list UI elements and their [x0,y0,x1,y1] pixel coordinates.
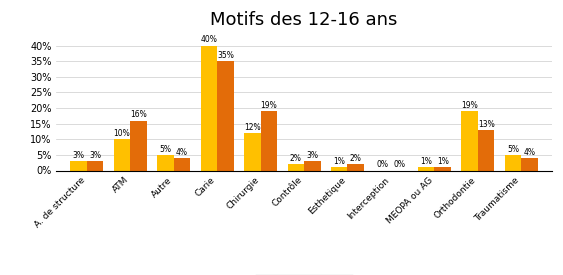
Bar [157,155,173,170]
Text: 16%: 16% [130,110,147,119]
Text: 1%: 1% [437,157,449,166]
Text: 19%: 19% [261,101,277,110]
Text: 1%: 1% [333,157,345,166]
Bar [331,167,347,170]
Text: 4%: 4% [524,148,535,157]
Text: 4%: 4% [176,148,188,157]
Bar [70,161,87,170]
Text: 3%: 3% [89,151,101,160]
Bar [261,111,277,170]
Text: 0%: 0% [377,160,388,169]
Text: 2%: 2% [350,154,361,163]
Bar [304,161,320,170]
Text: 3%: 3% [73,151,84,160]
Bar [173,158,190,170]
Bar [217,61,234,170]
Bar [435,167,451,170]
Bar [505,155,521,170]
Text: 19%: 19% [461,101,478,110]
Bar [418,167,435,170]
Title: Motifs des 12-16 ans: Motifs des 12-16 ans [211,11,397,29]
Bar [244,133,261,170]
Text: 40%: 40% [200,35,217,44]
Text: 12%: 12% [244,123,261,132]
Text: 3%: 3% [306,151,318,160]
Bar [288,164,304,170]
Bar [461,111,478,170]
Bar [521,158,538,170]
Text: 2%: 2% [290,154,302,163]
Text: 10%: 10% [114,129,130,138]
Bar [87,161,103,170]
Text: 0%: 0% [393,160,405,169]
Bar [347,164,364,170]
Text: 1%: 1% [420,157,432,166]
Bar [130,120,147,170]
Bar [114,139,130,170]
Text: 35%: 35% [217,51,234,60]
Bar [478,130,494,170]
Text: 5%: 5% [507,145,519,154]
Text: 5%: 5% [159,145,171,154]
Bar [200,45,217,170]
Text: 13%: 13% [478,120,494,129]
